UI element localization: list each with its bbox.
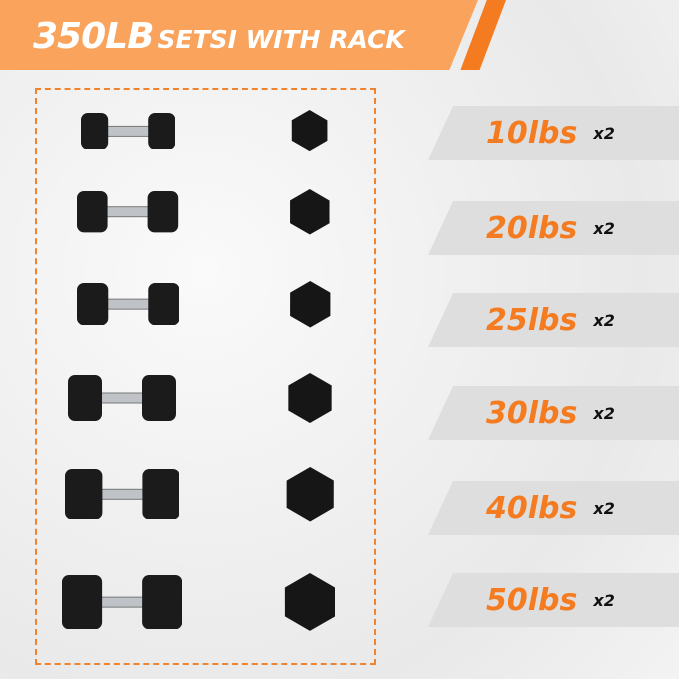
hex-end-icon: [290, 189, 330, 235]
dumbbell-display-frame: [35, 88, 376, 665]
dumbbell-icon: [77, 191, 179, 233]
weight-label-band: 30lbs x2: [428, 386, 679, 440]
header-title: 350LB SETSI WITH RACK: [33, 16, 405, 57]
weight-label: 25lbs: [486, 302, 578, 338]
quantity-label: x2: [593, 590, 615, 610]
dumbbell-icon: [76, 282, 180, 326]
weight-label: 10lbs: [486, 115, 578, 151]
weight-label-band: 25lbs x2: [428, 293, 679, 347]
hex-end-icon: [288, 372, 332, 424]
hex-end-icon: [289, 280, 331, 328]
weight-label: 40lbs: [486, 490, 578, 526]
dumbbell-icon: [68, 375, 176, 421]
dumbbell-icon: [64, 468, 180, 520]
total-weight: 350LB: [33, 16, 155, 57]
hex-end-icon: [286, 466, 334, 522]
quantity-label: x2: [593, 498, 615, 518]
dumbbell-icon: [61, 574, 183, 630]
hex-end-icon: [292, 110, 328, 152]
weight-label: 20lbs: [486, 210, 578, 246]
weight-label-band: 20lbs x2: [428, 201, 679, 255]
hex-end-icon: [284, 573, 336, 631]
header-subtitle: SETSI WITH RACK: [157, 25, 405, 54]
weight-label-band: 40lbs x2: [428, 481, 679, 535]
weight-label-band: 10lbs x2: [428, 106, 679, 160]
weight-label-band: 50lbs x2: [428, 573, 679, 627]
quantity-label: x2: [593, 218, 615, 238]
quantity-label: x2: [593, 123, 615, 143]
weight-label: 50lbs: [486, 582, 578, 618]
header-banner: [0, 0, 478, 70]
quantity-label: x2: [593, 310, 615, 330]
quantity-label: x2: [593, 403, 615, 423]
weight-label: 30lbs: [486, 395, 578, 431]
dumbbell-icon: [80, 112, 176, 150]
